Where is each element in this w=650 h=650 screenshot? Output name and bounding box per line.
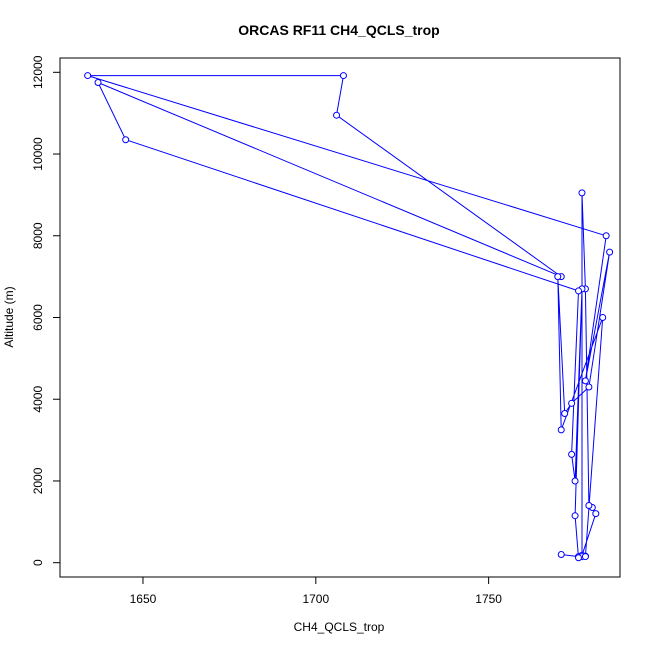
x-axis-label: CH4_QCLS_trop (294, 620, 385, 634)
data-point (581, 377, 589, 385)
y-axis: 0 2000 4000 6000 8000 10000 12000 (31, 55, 61, 566)
y-axis-label: Altitude (m) (2, 286, 16, 347)
x-axis: 1650 1700 1750 (130, 576, 502, 606)
series-line (87, 75, 611, 559)
data-point (581, 553, 589, 561)
data-point (585, 501, 593, 509)
y-tick-label: 12000 (31, 55, 45, 89)
data-point (339, 72, 347, 80)
y-tick-label: 8000 (31, 222, 45, 249)
data-series (84, 72, 614, 562)
data-point (84, 72, 92, 80)
data-point (602, 232, 610, 240)
data-point (568, 450, 576, 458)
x-tick-label: 1700 (302, 592, 329, 606)
plot-area-frame (59, 57, 621, 578)
data-point (578, 189, 586, 197)
data-point (599, 314, 607, 321)
data-point (592, 510, 600, 518)
data-point (571, 477, 579, 485)
x-tick-label: 1750 (475, 592, 502, 606)
data-point (557, 426, 565, 434)
data-point (94, 79, 102, 87)
chart-title: ORCAS RF11 CH4_QCLS_trop (238, 22, 439, 38)
data-point (606, 248, 614, 256)
data-point (333, 111, 341, 119)
y-tick-label: 6000 (31, 304, 45, 331)
data-point (575, 554, 583, 562)
y-tick-label: 2000 (31, 467, 45, 494)
y-tick-label: 10000 (31, 137, 45, 171)
data-point (561, 410, 569, 418)
data-point (554, 273, 562, 281)
data-point (122, 136, 130, 144)
data-point (585, 383, 593, 391)
data-point (557, 551, 565, 559)
y-tick-label: 0 (31, 559, 45, 566)
data-point (568, 399, 576, 407)
x-tick-label: 1650 (130, 592, 157, 606)
data-point (571, 512, 579, 520)
y-tick-label: 4000 (31, 386, 45, 413)
data-point (575, 287, 583, 295)
